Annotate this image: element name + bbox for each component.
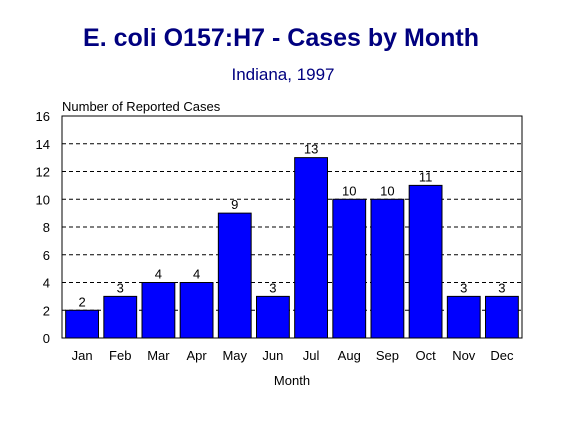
x-axis-label: Month [274, 373, 310, 388]
x-tick-label: Jan [72, 348, 93, 363]
y-axis-ticks: 0 2 4 6 8 10 12 14 16 [36, 109, 50, 346]
bar-dec [485, 295, 519, 339]
bar-value-label: 2 [78, 294, 85, 309]
bar-mar [141, 282, 176, 339]
x-tick-label: Mar [147, 348, 170, 363]
bar-value-label: 3 [269, 280, 276, 295]
x-tick-label: May [222, 348, 247, 363]
bar-nov [446, 295, 481, 339]
plot-area [61, 115, 523, 339]
bar-value-label: 3 [117, 280, 124, 295]
y-tick-label: 4 [43, 276, 50, 291]
x-axis-ticks: Jan Feb Mar Apr May Jun Jul Aug Sep Oct Nov Dec [72, 348, 514, 363]
bar-value-label: 3 [498, 280, 505, 295]
bar-value-label: 10 [380, 183, 394, 198]
y-axis-label: Number of Reported Cases [62, 99, 221, 114]
bar-value-label: 4 [155, 267, 162, 282]
y-tick-label: 12 [36, 165, 50, 180]
bar-aug [332, 198, 367, 339]
x-tick-label: Feb [109, 348, 131, 363]
chart-title: E. coli O157:H7 - Cases by Month [83, 24, 479, 52]
bar-jul [294, 157, 328, 339]
x-tick-label: Oct [415, 348, 436, 363]
y-tick-label: 16 [36, 109, 50, 124]
y-tick-label: 14 [36, 137, 50, 152]
y-tick-label: 8 [43, 220, 50, 235]
y-tick-label: 2 [43, 303, 50, 318]
bar-oct [408, 184, 443, 339]
bar-value-label: 10 [342, 183, 356, 198]
bar-value-label: 13 [304, 142, 318, 157]
bar-feb [103, 295, 138, 339]
x-tick-label: Dec [490, 348, 514, 363]
bar-apr [179, 282, 214, 339]
x-tick-label: Sep [376, 348, 399, 363]
y-tick-label: 0 [43, 331, 50, 346]
bar-value-label: 4 [193, 267, 200, 282]
x-tick-label: Aug [338, 348, 361, 363]
x-tick-label: Jun [262, 348, 283, 363]
x-tick-label: Nov [452, 348, 476, 363]
chart-subtitle: Indiana, 1997 [231, 65, 334, 84]
bar-jan [65, 309, 99, 339]
x-tick-label: Apr [186, 348, 207, 363]
bars: 2 3 4 4 9 3 13 10 10 11 3 3 [65, 142, 519, 339]
bar-may [217, 212, 252, 339]
bar-sep [370, 198, 405, 339]
x-tick-label: Jul [303, 348, 320, 363]
y-tick-label: 6 [43, 248, 50, 263]
y-tick-label: 10 [36, 192, 50, 207]
bar-jun [256, 295, 290, 339]
bar-value-label: 9 [231, 197, 238, 212]
bar-value-label: 3 [460, 280, 467, 295]
bar-value-label: 11 [419, 169, 433, 184]
gridlines [62, 143, 522, 311]
